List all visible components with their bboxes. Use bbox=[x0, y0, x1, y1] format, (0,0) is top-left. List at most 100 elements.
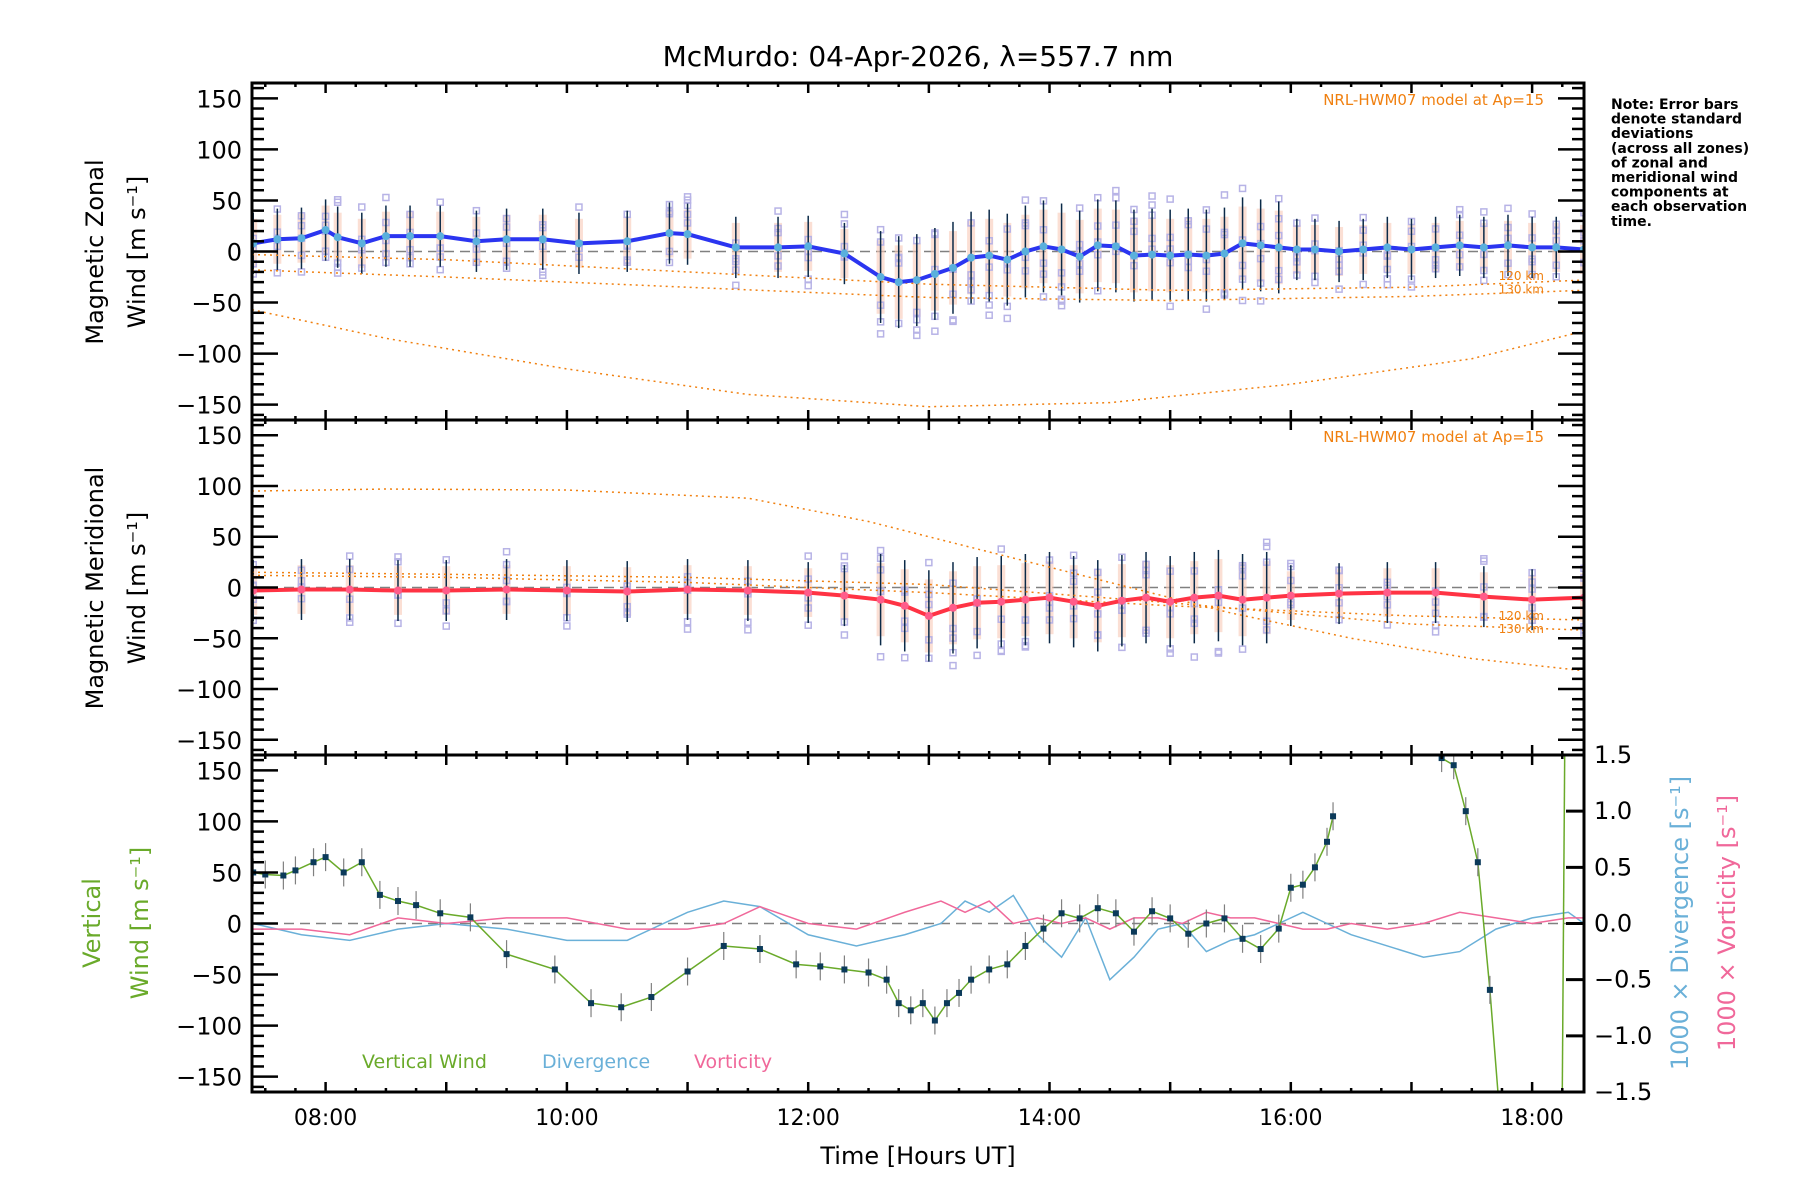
zone-sample-point bbox=[1238, 645, 1247, 653]
zone-sample-point bbox=[1480, 557, 1488, 565]
wind-data-point bbox=[436, 232, 445, 241]
wind-data-point bbox=[804, 588, 813, 597]
wind-data-point bbox=[1093, 601, 1102, 610]
wind-data-point bbox=[1142, 593, 1151, 602]
wind-data-point bbox=[333, 233, 342, 242]
wind-data-point bbox=[948, 263, 957, 272]
y-tick-label: 0 bbox=[227, 239, 242, 267]
zone-sample-point bbox=[1190, 653, 1199, 661]
vertical-wind-point bbox=[793, 961, 800, 968]
wind-data-point bbox=[297, 585, 306, 594]
legend-vorticity: Vorticity bbox=[694, 1051, 772, 1073]
zone-sample-point bbox=[442, 622, 450, 630]
vertical-wind-point bbox=[280, 872, 287, 879]
y-tick-label: 0 bbox=[227, 575, 242, 603]
zone-sample-point bbox=[1580, 229, 1584, 237]
vertical-wind-point bbox=[1058, 910, 1065, 917]
wind-data-point bbox=[1111, 242, 1120, 251]
vertical-wind-point bbox=[1257, 946, 1264, 953]
wind-data-point bbox=[1202, 251, 1211, 260]
wind-data-point bbox=[1220, 249, 1229, 258]
vertical-wind-point bbox=[883, 976, 890, 983]
vertical-wind-point bbox=[1167, 915, 1174, 922]
zone-sample-point bbox=[539, 271, 547, 280]
zone-sample-point bbox=[1455, 205, 1464, 214]
note-line: Note: Error bars bbox=[1611, 97, 1738, 113]
vertical-wind-point bbox=[437, 910, 444, 917]
y-tick-label: −50 bbox=[191, 962, 242, 990]
note-line: time. bbox=[1611, 214, 1652, 230]
zone-sample-point bbox=[345, 552, 354, 560]
wind-data-point bbox=[1184, 250, 1193, 259]
vertical-wind-point bbox=[1474, 859, 1481, 866]
wind-data-point bbox=[1431, 588, 1440, 597]
zone-sample-point bbox=[333, 196, 342, 204]
wind-data-point bbox=[804, 242, 813, 251]
zone-sample-point bbox=[563, 622, 571, 630]
note-line: meridional wind bbox=[1611, 170, 1738, 186]
vertical-wind-point bbox=[1203, 920, 1210, 927]
zone-sample-point bbox=[1580, 208, 1584, 217]
zone-sample-point bbox=[1407, 283, 1416, 291]
wind-data-point bbox=[900, 601, 909, 610]
wind-data-point bbox=[1214, 591, 1223, 600]
divergence-line bbox=[253, 894, 1584, 981]
wind-data-point bbox=[1407, 245, 1416, 254]
km-label-120: 120 km bbox=[1499, 609, 1544, 623]
wind-data-point bbox=[1045, 593, 1054, 602]
meridional-ylabel-line2: Wind [m s⁻¹] bbox=[123, 512, 151, 664]
wind-data-point bbox=[1093, 241, 1102, 250]
x-axis-label: Time [Hours UT] bbox=[819, 1142, 1015, 1170]
y-tick-label: 50 bbox=[211, 859, 242, 887]
plot-area bbox=[252, 488, 1584, 672]
y-tick-label: −100 bbox=[176, 341, 242, 369]
wind-data-point bbox=[321, 226, 330, 235]
zone-sample-point bbox=[1057, 301, 1066, 310]
vertical-wind-point bbox=[503, 951, 510, 958]
vertical-wind-point bbox=[618, 1004, 625, 1011]
vertical-wind-point bbox=[1311, 864, 1318, 871]
zone-sample-point bbox=[774, 207, 782, 215]
wind-data-point bbox=[1075, 252, 1084, 261]
zone-sample-point bbox=[1003, 314, 1012, 323]
zone-sample-point bbox=[1075, 204, 1084, 212]
zone-sample-point bbox=[925, 558, 933, 567]
x-tick-label: 14:00 bbox=[1018, 1106, 1081, 1131]
wind-data-point bbox=[1479, 592, 1488, 601]
note-line: deviations bbox=[1611, 126, 1693, 142]
zone-sample-point bbox=[1480, 276, 1488, 285]
wind-data-point bbox=[948, 603, 957, 612]
wind-data-point bbox=[1286, 591, 1295, 600]
wind-data-point bbox=[774, 243, 783, 252]
wind-data-point bbox=[1003, 255, 1012, 264]
zone-sample-point bbox=[876, 330, 885, 338]
vertical-wind-point bbox=[968, 976, 975, 983]
wind-data-point bbox=[973, 598, 982, 607]
wind-data-point bbox=[967, 253, 976, 262]
y-tick-label: 50 bbox=[211, 187, 242, 215]
zone-sample-point bbox=[1220, 191, 1229, 199]
wind-data-point bbox=[985, 251, 994, 260]
wind-data-point bbox=[1383, 243, 1392, 252]
vertical-wind-point bbox=[1324, 838, 1331, 845]
plot-area bbox=[252, 755, 1584, 1092]
x-tick-label: 10:00 bbox=[535, 1106, 598, 1131]
zone-sample-point bbox=[1166, 302, 1174, 311]
x-tick-label: 18:00 bbox=[1500, 1106, 1563, 1131]
zone-sample-point bbox=[1166, 649, 1174, 657]
panel-vertical: Vertical Wind Divergence Vorticity −1.5 −1.0… bbox=[176, 741, 1652, 1131]
wind-data-point bbox=[924, 611, 933, 620]
zone-sample-point bbox=[931, 327, 939, 335]
vertical-wind-point bbox=[648, 994, 655, 1001]
zone-sample-point bbox=[973, 651, 981, 660]
note-line: denote standard bbox=[1611, 112, 1742, 128]
zone-sample-point bbox=[1238, 296, 1247, 305]
wind-data-point bbox=[1166, 251, 1175, 260]
y-tick-label: 50 bbox=[211, 524, 242, 552]
zone-sample-point bbox=[1480, 208, 1488, 216]
zone-sample-point bbox=[804, 552, 812, 560]
meridional-ylabel-line1: Magnetic Meridional bbox=[81, 467, 109, 710]
wind-data-point bbox=[1383, 588, 1392, 597]
